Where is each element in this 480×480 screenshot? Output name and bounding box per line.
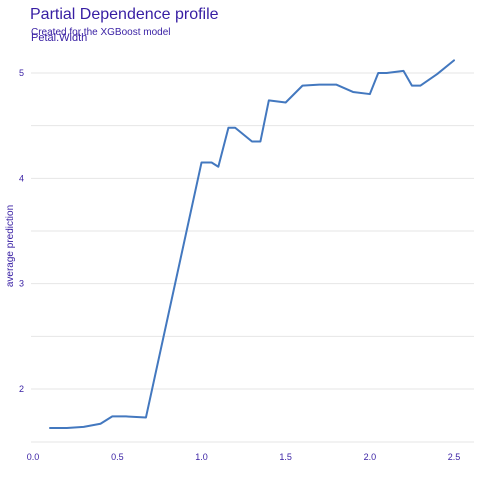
y-tick-label: 3 bbox=[19, 279, 24, 289]
x-tick-label: 2.5 bbox=[448, 452, 461, 462]
x-tick-label: 2.0 bbox=[364, 452, 377, 462]
chart-title: Partial Dependence profile bbox=[30, 6, 219, 23]
y-tick-label: 2 bbox=[19, 384, 24, 394]
x-tick-label: 0.5 bbox=[111, 452, 124, 462]
series-line bbox=[49, 59, 455, 429]
tick-layer: 2 3 4 5 0.0 0.5 1.0 1.5 2.0 2.5 bbox=[19, 68, 460, 462]
y-tick-label: 5 bbox=[19, 68, 24, 78]
y-axis-label: average prediction bbox=[5, 205, 16, 287]
y-tick-label: 4 bbox=[19, 173, 24, 183]
x-tick-label: 1.0 bbox=[195, 452, 208, 462]
chart-subtitle: Created for the XGBoost model bbox=[31, 27, 171, 38]
facet-label: Petal.Width bbox=[31, 32, 87, 44]
grid-layer bbox=[31, 72, 474, 443]
x-tick-label: 0.0 bbox=[27, 452, 40, 462]
series-layer bbox=[49, 59, 455, 429]
x-tick-label: 1.5 bbox=[279, 452, 292, 462]
